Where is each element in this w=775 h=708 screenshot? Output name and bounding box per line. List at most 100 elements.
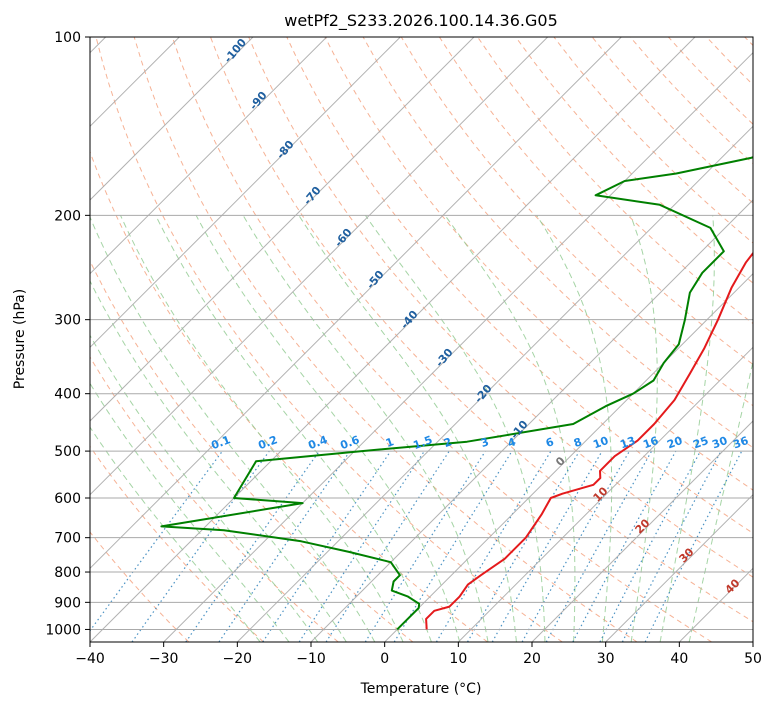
isotherm-line	[384, 272, 753, 642]
moist-adiabat	[90, 334, 319, 642]
isotherm-line	[752, 641, 753, 642]
moist-adiabat	[90, 382, 290, 642]
dewpoint-profile	[160, 156, 753, 631]
mixing-ratio-line	[185, 450, 320, 642]
dry-adiabat	[477, 37, 753, 325]
moist-adiabat-label: 40	[723, 576, 743, 596]
y-tick-label: 400	[54, 387, 81, 403]
mixing-ratio-label: 2	[442, 435, 454, 450]
dry-adiabat	[90, 356, 339, 642]
isotherm-line	[678, 567, 753, 642]
mixing-ratio-line	[644, 450, 743, 642]
y-tick-label: 100	[54, 30, 81, 46]
dry-adiabat-label: -30	[433, 346, 456, 370]
moist-adiabat-label: 30	[677, 545, 697, 565]
y-tick-label: 1000	[45, 622, 81, 638]
dry-adiabat	[515, 37, 753, 284]
mixing-ratio-label: 0.2	[256, 433, 279, 452]
isotherm-line	[531, 420, 753, 642]
x-tick-label: −10	[296, 651, 326, 667]
moist-adiabat	[155, 215, 432, 642]
mixing-ratio-label: 13	[618, 434, 637, 451]
dry-adiabat	[171, 37, 712, 642]
moist-adiabat-label: 10	[591, 484, 611, 504]
mixing-ratio-label: 0.1	[209, 433, 232, 452]
x-tick-label: 10	[449, 651, 467, 667]
dry-adiabat-label: -20	[472, 382, 495, 406]
dry-adiabat	[400, 37, 753, 407]
mixing-ratio-line	[262, 450, 392, 642]
dry-adiabat-label: -80	[274, 138, 297, 162]
dry-adiabat-label: -40	[398, 308, 421, 332]
dry-adiabat-label: -70	[301, 184, 324, 208]
moist-adiabat	[364, 215, 546, 642]
mixing-ratio-line	[435, 450, 552, 642]
mixing-ratio-line	[298, 450, 425, 642]
x-tick-label: −40	[75, 651, 105, 667]
x-tick-label: 40	[670, 651, 688, 667]
isotherm-line	[163, 51, 753, 642]
y-axis-ticks: 100 200 300 400 500 600 700 800 900 1000	[45, 30, 90, 638]
mixing-ratio-label: 30	[710, 434, 729, 452]
isotherm-line	[310, 199, 753, 642]
x-tick-label: 30	[597, 651, 615, 667]
moist-adiabat	[120, 215, 404, 642]
temperature-profile	[425, 251, 753, 630]
dry-adiabat	[90, 531, 190, 642]
isotherm-line	[90, 37, 328, 275]
mixing-ratio-label: 1.5	[411, 433, 434, 452]
isotherm-line	[90, 37, 254, 201]
dry-adiabat-label: -50	[364, 268, 387, 292]
mixing-ratio-label: 1	[384, 435, 396, 450]
isotherm-line	[90, 37, 475, 422]
isotherm-line	[236, 125, 753, 642]
dry-adiabat	[133, 37, 638, 642]
mixing-ratio-line	[599, 450, 702, 642]
y-tick-label: 700	[54, 531, 81, 547]
chart-title: wetPf2_S233.2026.100.14.36.G05	[284, 11, 558, 31]
mixing-ratio-line	[131, 450, 270, 642]
mixing-ratio-label: 3	[479, 435, 491, 450]
moist-adiabat	[90, 215, 376, 642]
mixing-ratio-label: 0.4	[306, 433, 329, 452]
mixing-ratio-line	[572, 450, 677, 642]
y-tick-label: 500	[54, 444, 81, 460]
isotherm-line	[90, 37, 622, 570]
mixing-ratio-label: 6	[544, 435, 556, 450]
dry-adiabat	[438, 37, 753, 366]
moist-adiabat	[630, 215, 658, 642]
isotherm-line	[90, 37, 696, 642]
moist-adiabat	[444, 215, 576, 642]
dry-adiabat	[90, 150, 488, 642]
profile-lines	[160, 156, 753, 631]
dry-adiabat	[90, 445, 264, 642]
dry-adiabat	[210, 37, 753, 623]
mixing-ratio-label: 36	[731, 434, 750, 452]
mixing-ratio-label: 20	[665, 434, 684, 452]
isotherm-line	[90, 37, 549, 496]
isotherm-line	[457, 346, 753, 642]
moist-adiabat	[659, 215, 715, 642]
dry-adiabat-label: -100	[221, 36, 249, 66]
moist-adiabat	[195, 215, 461, 642]
y-tick-label: 900	[54, 595, 81, 611]
mixing-ratio-line	[325, 450, 450, 642]
y-tick-label: 300	[54, 313, 81, 329]
line-labels: -100-90-80-70-60-50-40-30-20-10010203040…	[209, 36, 750, 597]
mixing-ratio-label: 8	[572, 435, 584, 450]
dry-adiabat-label: -90	[247, 89, 270, 113]
moist-adiabat	[90, 279, 347, 642]
moist-adiabat-label: 20	[633, 516, 653, 536]
plot-frame	[89, 36, 754, 643]
y-tick-label: 800	[54, 565, 81, 581]
moist-adiabat	[298, 215, 517, 642]
x-tick-label: −30	[149, 651, 179, 667]
y-tick-label: 200	[54, 208, 81, 224]
dry-adiabat	[553, 37, 753, 244]
isotherm-line	[90, 37, 401, 349]
x-tick-label: 20	[523, 651, 541, 667]
x-axis-ticks: −40 −30 −20 −10 0 10 20 30 40 50	[75, 642, 762, 667]
mixing-ratio-label: 4	[506, 435, 518, 450]
moist-adiabat	[90, 426, 261, 642]
